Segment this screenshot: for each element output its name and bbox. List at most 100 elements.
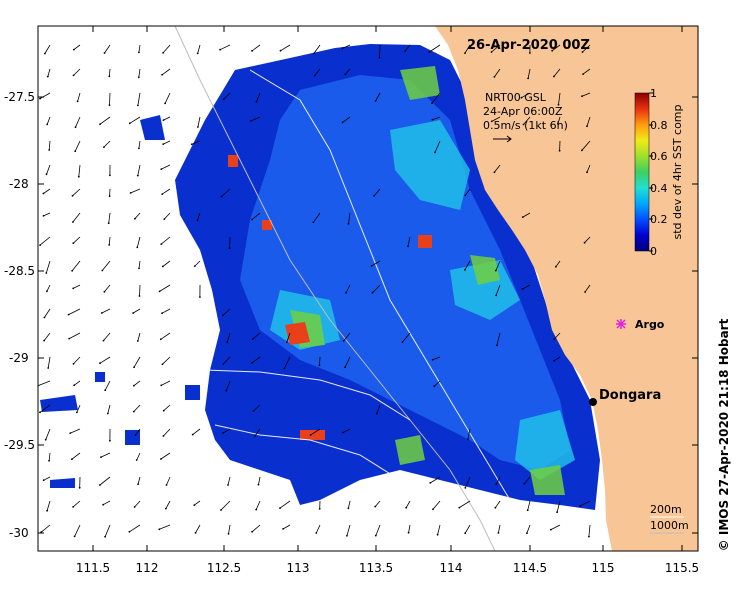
current-vector bbox=[161, 164, 171, 170]
current-vector-head bbox=[370, 265, 373, 267]
current-vector-head bbox=[431, 118, 434, 121]
current-vector bbox=[108, 212, 111, 224]
current-vector bbox=[429, 44, 441, 53]
current-vector bbox=[344, 356, 351, 368]
current-vector-head bbox=[72, 221, 74, 223]
current-vector bbox=[164, 92, 171, 104]
current-vector bbox=[254, 428, 261, 437]
current-vector bbox=[342, 44, 351, 49]
current-vector bbox=[522, 212, 531, 218]
current-vector bbox=[135, 428, 141, 436]
current-vector bbox=[408, 524, 411, 533]
current-vector-head bbox=[222, 363, 225, 365]
current-vector-head bbox=[162, 435, 165, 437]
current-vector-head bbox=[318, 508, 321, 510]
current-vector-head bbox=[521, 288, 524, 290]
current-vector-head bbox=[137, 76, 140, 79]
current-vector-head bbox=[161, 73, 164, 76]
current-vector bbox=[38, 380, 51, 387]
current-vector bbox=[138, 68, 141, 78]
current-vector bbox=[194, 260, 201, 267]
current-vector bbox=[194, 500, 201, 506]
current-vector bbox=[139, 284, 141, 297]
current-vector bbox=[379, 44, 381, 58]
current-vector bbox=[137, 164, 141, 176]
current-vector bbox=[137, 476, 141, 485]
legend-arrow bbox=[493, 135, 512, 143]
current-vector-head bbox=[135, 459, 138, 461]
current-vector-head bbox=[138, 295, 141, 297]
current-vector bbox=[372, 284, 381, 293]
current-vector bbox=[498, 524, 501, 533]
current-vector-head bbox=[158, 528, 161, 531]
current-vector-head bbox=[529, 52, 531, 54]
current-vector-head bbox=[373, 195, 375, 197]
current-vector-head bbox=[378, 56, 381, 59]
current-vector-head bbox=[588, 535, 590, 538]
current-vector bbox=[319, 356, 321, 366]
current-vector-head bbox=[553, 75, 555, 78]
current-vector-head bbox=[225, 389, 228, 392]
current-vector bbox=[191, 140, 201, 145]
current-vector bbox=[46, 164, 51, 175]
current-vector bbox=[582, 44, 591, 53]
current-vector bbox=[464, 44, 471, 54]
sst-cyan-patches bbox=[270, 120, 575, 480]
current-vector-head bbox=[48, 149, 51, 151]
current-vector bbox=[432, 356, 441, 361]
current-vector-head bbox=[43, 316, 46, 319]
current-vector-head bbox=[523, 482, 526, 485]
current-vector bbox=[527, 68, 531, 79]
current-vector bbox=[48, 140, 51, 151]
current-vector bbox=[129, 524, 141, 533]
current-vector-head bbox=[99, 362, 101, 365]
current-vector-head bbox=[583, 241, 586, 244]
current-vector-head bbox=[464, 194, 467, 197]
current-vector-head bbox=[581, 149, 583, 152]
current-vector bbox=[138, 44, 141, 53]
current-vector bbox=[342, 116, 351, 123]
current-vector-head bbox=[436, 533, 439, 536]
current-vector-head bbox=[46, 123, 49, 126]
current-vector-head bbox=[136, 246, 139, 249]
current-vector bbox=[405, 500, 411, 508]
current-vector bbox=[47, 68, 51, 77]
current-vector bbox=[494, 68, 501, 78]
current-vector bbox=[43, 476, 51, 481]
current-vector bbox=[73, 44, 81, 50]
current-vector-head bbox=[161, 363, 164, 366]
current-vector bbox=[434, 380, 441, 387]
current-vector bbox=[137, 92, 141, 106]
current-vector bbox=[78, 164, 81, 177]
current-vector-head bbox=[490, 51, 493, 53]
current-vector bbox=[70, 428, 81, 434]
current-vector-head bbox=[252, 410, 255, 412]
current-vector bbox=[229, 236, 231, 249]
current-vector bbox=[553, 356, 561, 362]
current-vector bbox=[551, 44, 561, 52]
x-tick-label: 112 bbox=[136, 561, 159, 575]
current-vector bbox=[69, 332, 81, 339]
current-vector-head bbox=[39, 411, 41, 414]
current-vector bbox=[45, 260, 51, 274]
current-vector bbox=[251, 356, 261, 364]
current-vector bbox=[43, 212, 51, 217]
current-vector-head bbox=[109, 174, 111, 177]
current-vector-head bbox=[407, 245, 409, 248]
current-vector bbox=[160, 452, 171, 460]
current-vector bbox=[197, 116, 201, 128]
current-vector-head bbox=[160, 243, 163, 246]
current-vector bbox=[71, 260, 81, 272]
current-vector bbox=[523, 116, 531, 125]
current-vector-head bbox=[69, 432, 72, 434]
current-vector bbox=[77, 92, 81, 102]
current-vector-head bbox=[428, 51, 431, 53]
current-vector-head bbox=[553, 338, 555, 341]
current-vector-head bbox=[48, 459, 50, 462]
current-vector bbox=[464, 476, 471, 489]
current-vector bbox=[197, 44, 201, 54]
current-vector bbox=[39, 404, 51, 413]
current-vector bbox=[348, 212, 351, 224]
current-vector bbox=[283, 356, 291, 369]
x-tick-label: 113.5 bbox=[359, 561, 393, 575]
